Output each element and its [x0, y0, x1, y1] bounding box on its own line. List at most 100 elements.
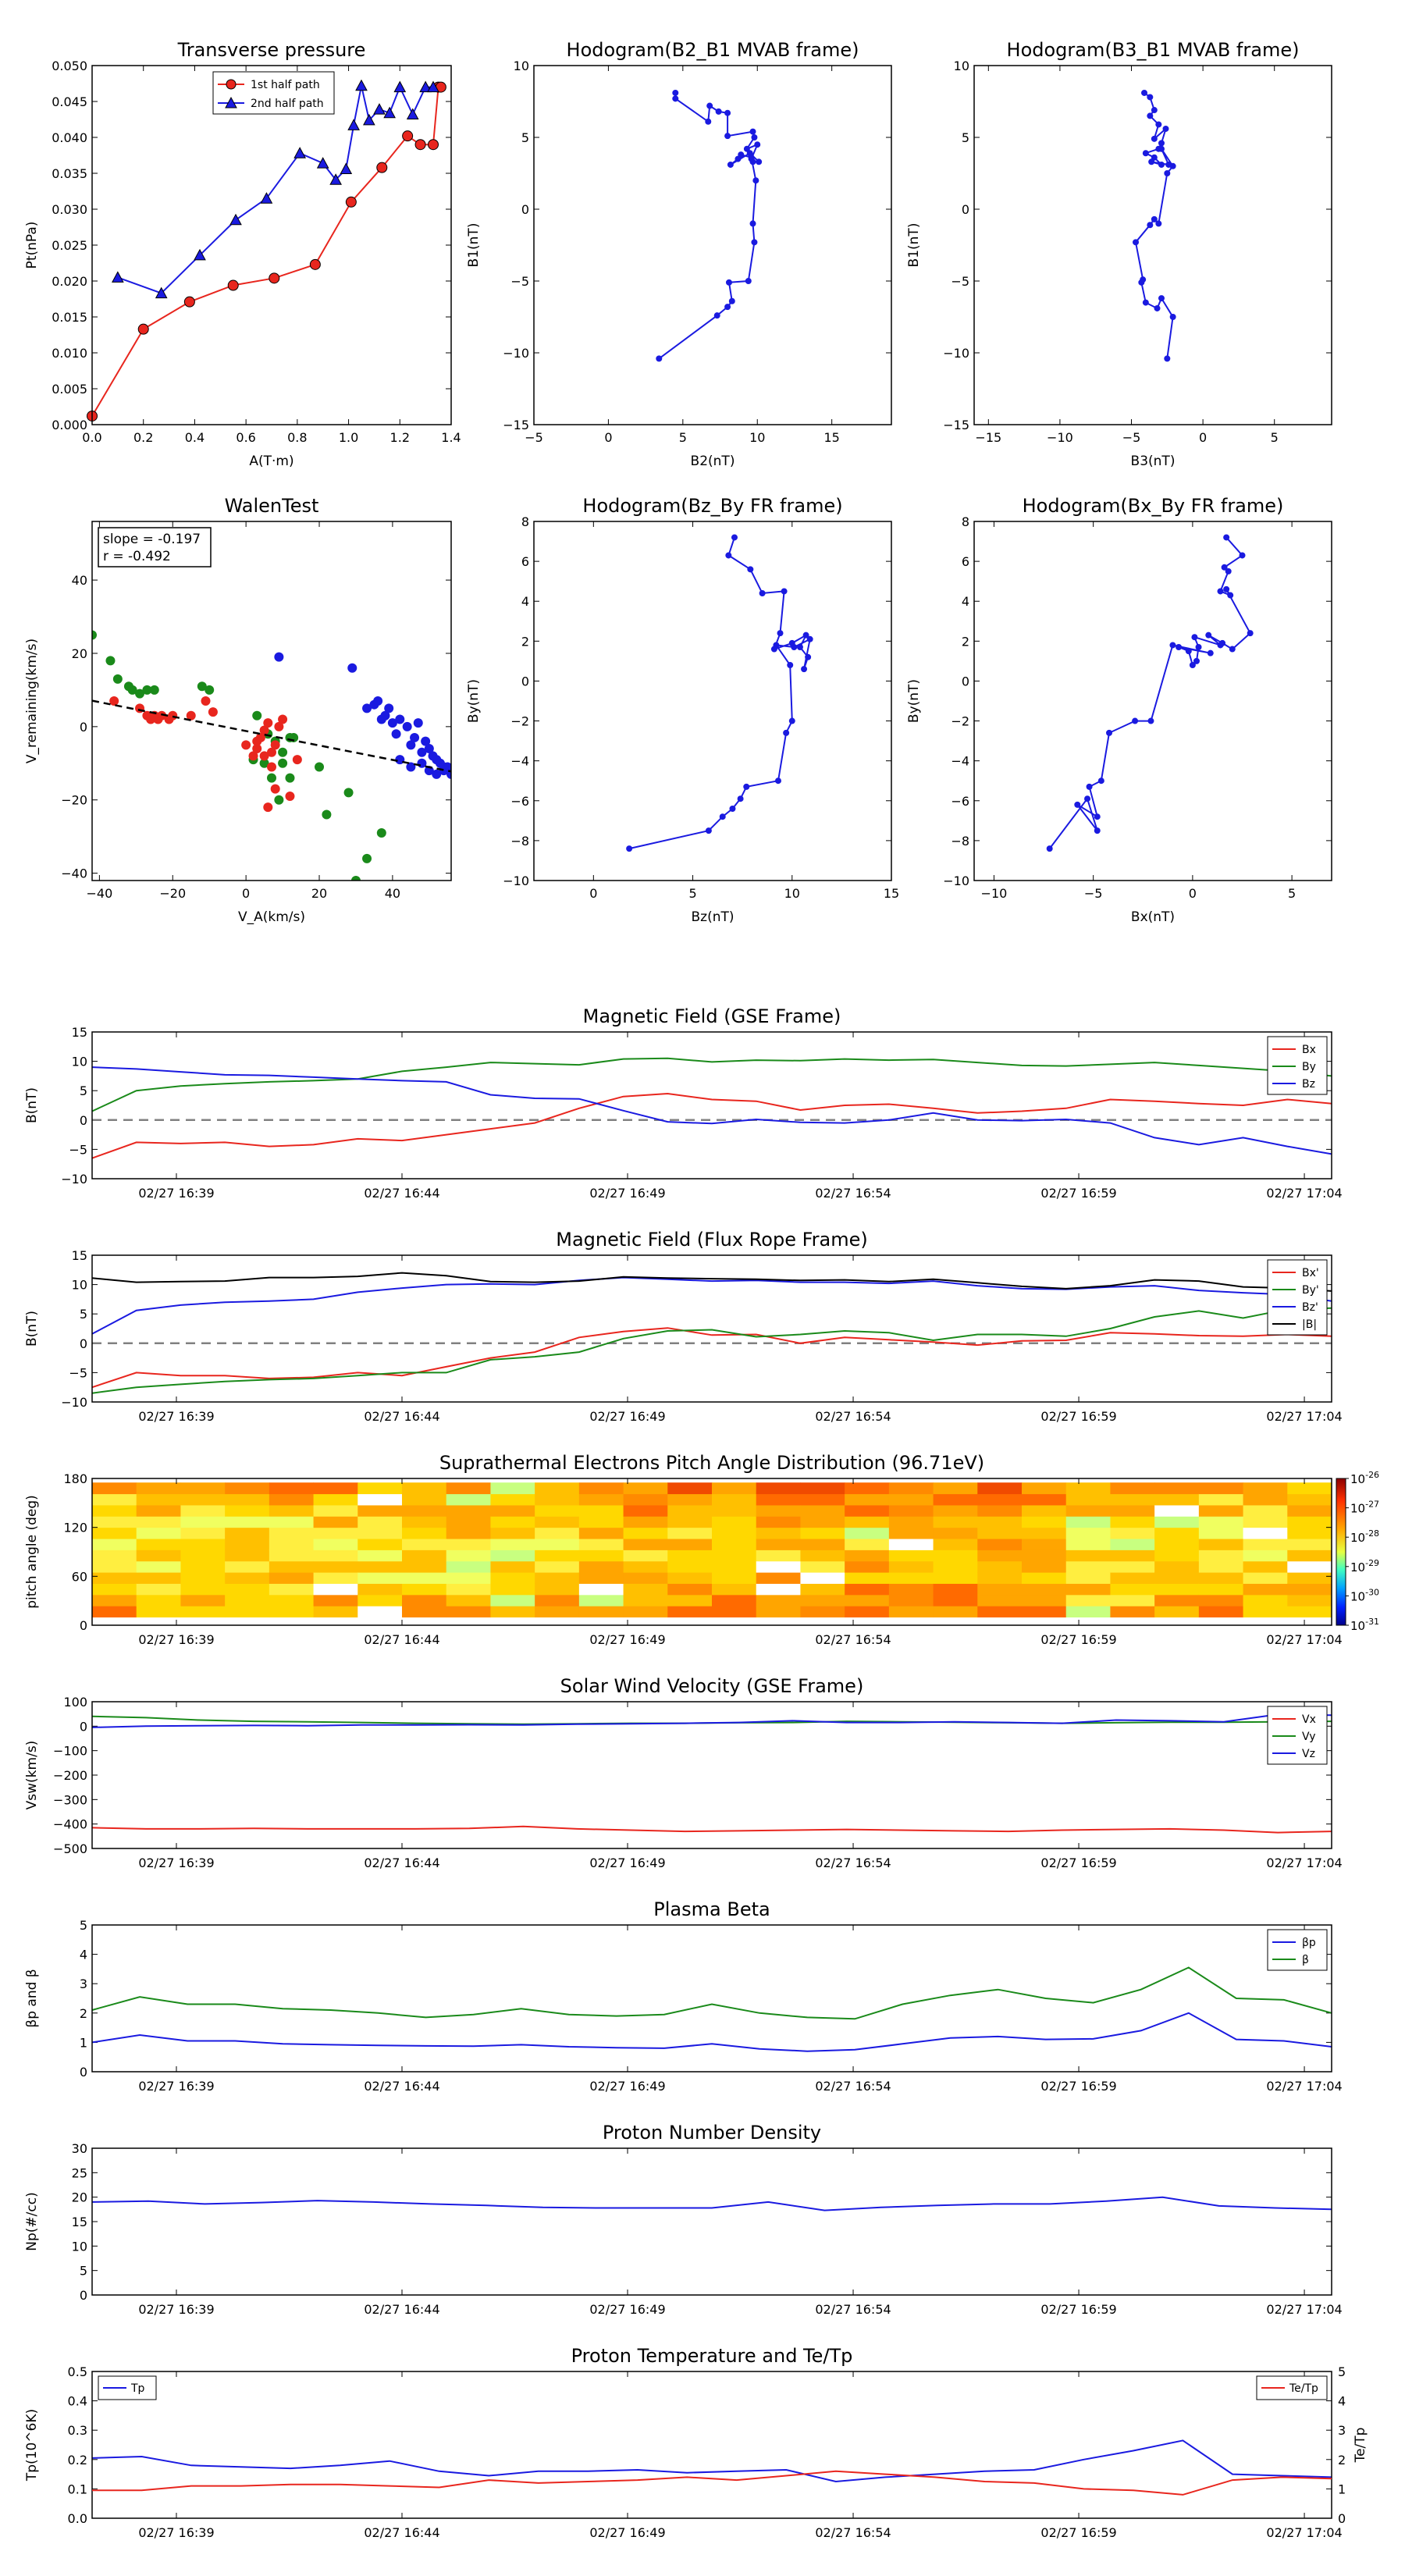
- y-tick-label: −400: [53, 1817, 87, 1832]
- chart-proton-density: Proton Number Density 0 5 10 15 20 25 30 Np(#/cc…: [24, 2122, 1343, 2317]
- heatmap-cell: [1243, 1572, 1288, 1584]
- heatmap-cell: [578, 1606, 624, 1618]
- data-point: [1158, 145, 1165, 152]
- data-point: [783, 729, 790, 736]
- heatmap-cell: [933, 1493, 978, 1506]
- time-tick-label: 02/27 16:59: [1040, 2079, 1116, 2094]
- data-point: [316, 157, 329, 169]
- heatmap-cell: [402, 1560, 447, 1573]
- heatmap-cell: [578, 1583, 624, 1596]
- heatmap-cell: [756, 1504, 801, 1517]
- heatmap-cell: [1243, 1482, 1288, 1495]
- data-point: [727, 161, 734, 168]
- data-point: [1147, 112, 1154, 119]
- data-point: [796, 644, 803, 650]
- data-point: [347, 119, 360, 130]
- y-right-tick-label: 3: [1338, 2423, 1346, 2438]
- heatmap-cell: [667, 1572, 713, 1584]
- x-tick-label: 0.4: [185, 430, 205, 445]
- chart-plasma-beta: Plasma Beta 0 1 2 3 4 5 βp and β 02/27 16:39 02/2…: [24, 1898, 1343, 2094]
- time-tick-label: 02/27 16:54: [815, 1186, 891, 1201]
- data-point: [285, 773, 295, 783]
- y-tick-label: 3: [80, 1976, 87, 1991]
- heatmap-cell: [1287, 1539, 1332, 1550]
- time-tick-label: 02/27 16:49: [589, 1632, 665, 1647]
- chart-title: Proton Number Density: [603, 2122, 821, 2144]
- time-tick-label: 02/27 16:59: [1040, 1856, 1116, 1870]
- heatmap-cell: [225, 1583, 270, 1596]
- heatmap-cell: [623, 1527, 668, 1539]
- heatmap-cell: [623, 1572, 668, 1584]
- heatmap-cell: [92, 1516, 137, 1528]
- y-tick-label: −4: [510, 754, 529, 769]
- data-point: [155, 286, 168, 299]
- heatmap-cell: [667, 1539, 713, 1550]
- y-tick-label: 0.4: [68, 2394, 87, 2409]
- heatmap-cell: [269, 1527, 315, 1539]
- chart-title: WalenTest: [225, 495, 319, 517]
- data-point: [1195, 644, 1202, 650]
- y-tick-label: 0.050: [52, 59, 87, 73]
- legend-label: By: [1302, 1061, 1316, 1073]
- heatmap-cell: [136, 1560, 181, 1573]
- y-right-tick-label: 0: [1338, 2511, 1346, 2526]
- data-point: [725, 279, 732, 286]
- data-point: [715, 108, 722, 115]
- data-point: [142, 685, 152, 695]
- x-tick-label: 0: [1199, 430, 1207, 445]
- data-point: [186, 710, 196, 720]
- heatmap-cell: [1110, 1539, 1155, 1550]
- legend-label: 2nd half path: [251, 98, 324, 110]
- colorbar-label-base: 10: [1350, 1472, 1365, 1486]
- data-point: [745, 278, 752, 284]
- heatmap-cell: [623, 1482, 668, 1495]
- data-point: [424, 744, 434, 754]
- data-point: [1164, 170, 1171, 176]
- heatmap-cell: [756, 1527, 801, 1539]
- data-point: [777, 630, 784, 637]
- legend-label: |B|: [1302, 1318, 1317, 1331]
- colorbar-label-exp: -26: [1365, 1470, 1379, 1480]
- heatmap-cell: [667, 1493, 713, 1506]
- heatmap-cell: [1287, 1550, 1332, 1562]
- heatmap-cell: [357, 1560, 403, 1573]
- chart-title: Transverse pressure: [177, 39, 366, 61]
- time-tick-label: 02/27 16:39: [138, 2302, 214, 2317]
- heatmap-cell: [357, 1493, 403, 1506]
- heatmap-cell: [490, 1493, 535, 1506]
- heatmap-cell: [1198, 1493, 1244, 1506]
- x-tick-label: 0: [1189, 886, 1197, 901]
- heatmap-cell: [800, 1583, 845, 1596]
- heatmap-cell: [667, 1482, 713, 1495]
- heatmap-cell: [535, 1572, 580, 1584]
- data-point: [1221, 564, 1228, 571]
- y-right-tick-label: 1: [1338, 2482, 1346, 2496]
- y-axis-label: B(nT): [24, 1087, 40, 1123]
- data-point: [731, 534, 738, 541]
- time-tick-label: 02/27 17:04: [1266, 2302, 1342, 2317]
- y-tick-label: 0.000: [52, 418, 87, 432]
- y-tick-label: 8: [962, 514, 969, 529]
- heatmap-cell: [535, 1560, 580, 1573]
- heatmap-cell: [535, 1527, 580, 1539]
- y-tick-label: −10: [503, 346, 529, 361]
- y-tick-label: 0.035: [52, 166, 87, 181]
- y-tick-label: 8: [521, 514, 529, 529]
- heatmap-cell: [446, 1504, 491, 1517]
- y-tick-label: 0.015: [52, 310, 87, 325]
- plot-frame: [91, 2147, 1332, 2296]
- heatmap-cell: [1022, 1493, 1067, 1506]
- heatmap-cell: [402, 1482, 447, 1495]
- time-tick-label: 02/27 16:59: [1040, 2302, 1116, 2317]
- legend-label: Bz': [1302, 1301, 1318, 1314]
- data-point: [787, 662, 794, 668]
- y-tick-label: 180: [63, 1471, 87, 1486]
- data-point: [149, 685, 159, 695]
- colorbar-label: 10-31: [1350, 1617, 1379, 1633]
- heatmap-cell: [933, 1516, 978, 1528]
- x-axis-label: Bz(nT): [691, 909, 734, 925]
- data-point: [749, 220, 756, 227]
- data-point: [1169, 162, 1176, 169]
- series-line-bz-: [91, 1276, 1332, 1335]
- data-point: [260, 192, 273, 204]
